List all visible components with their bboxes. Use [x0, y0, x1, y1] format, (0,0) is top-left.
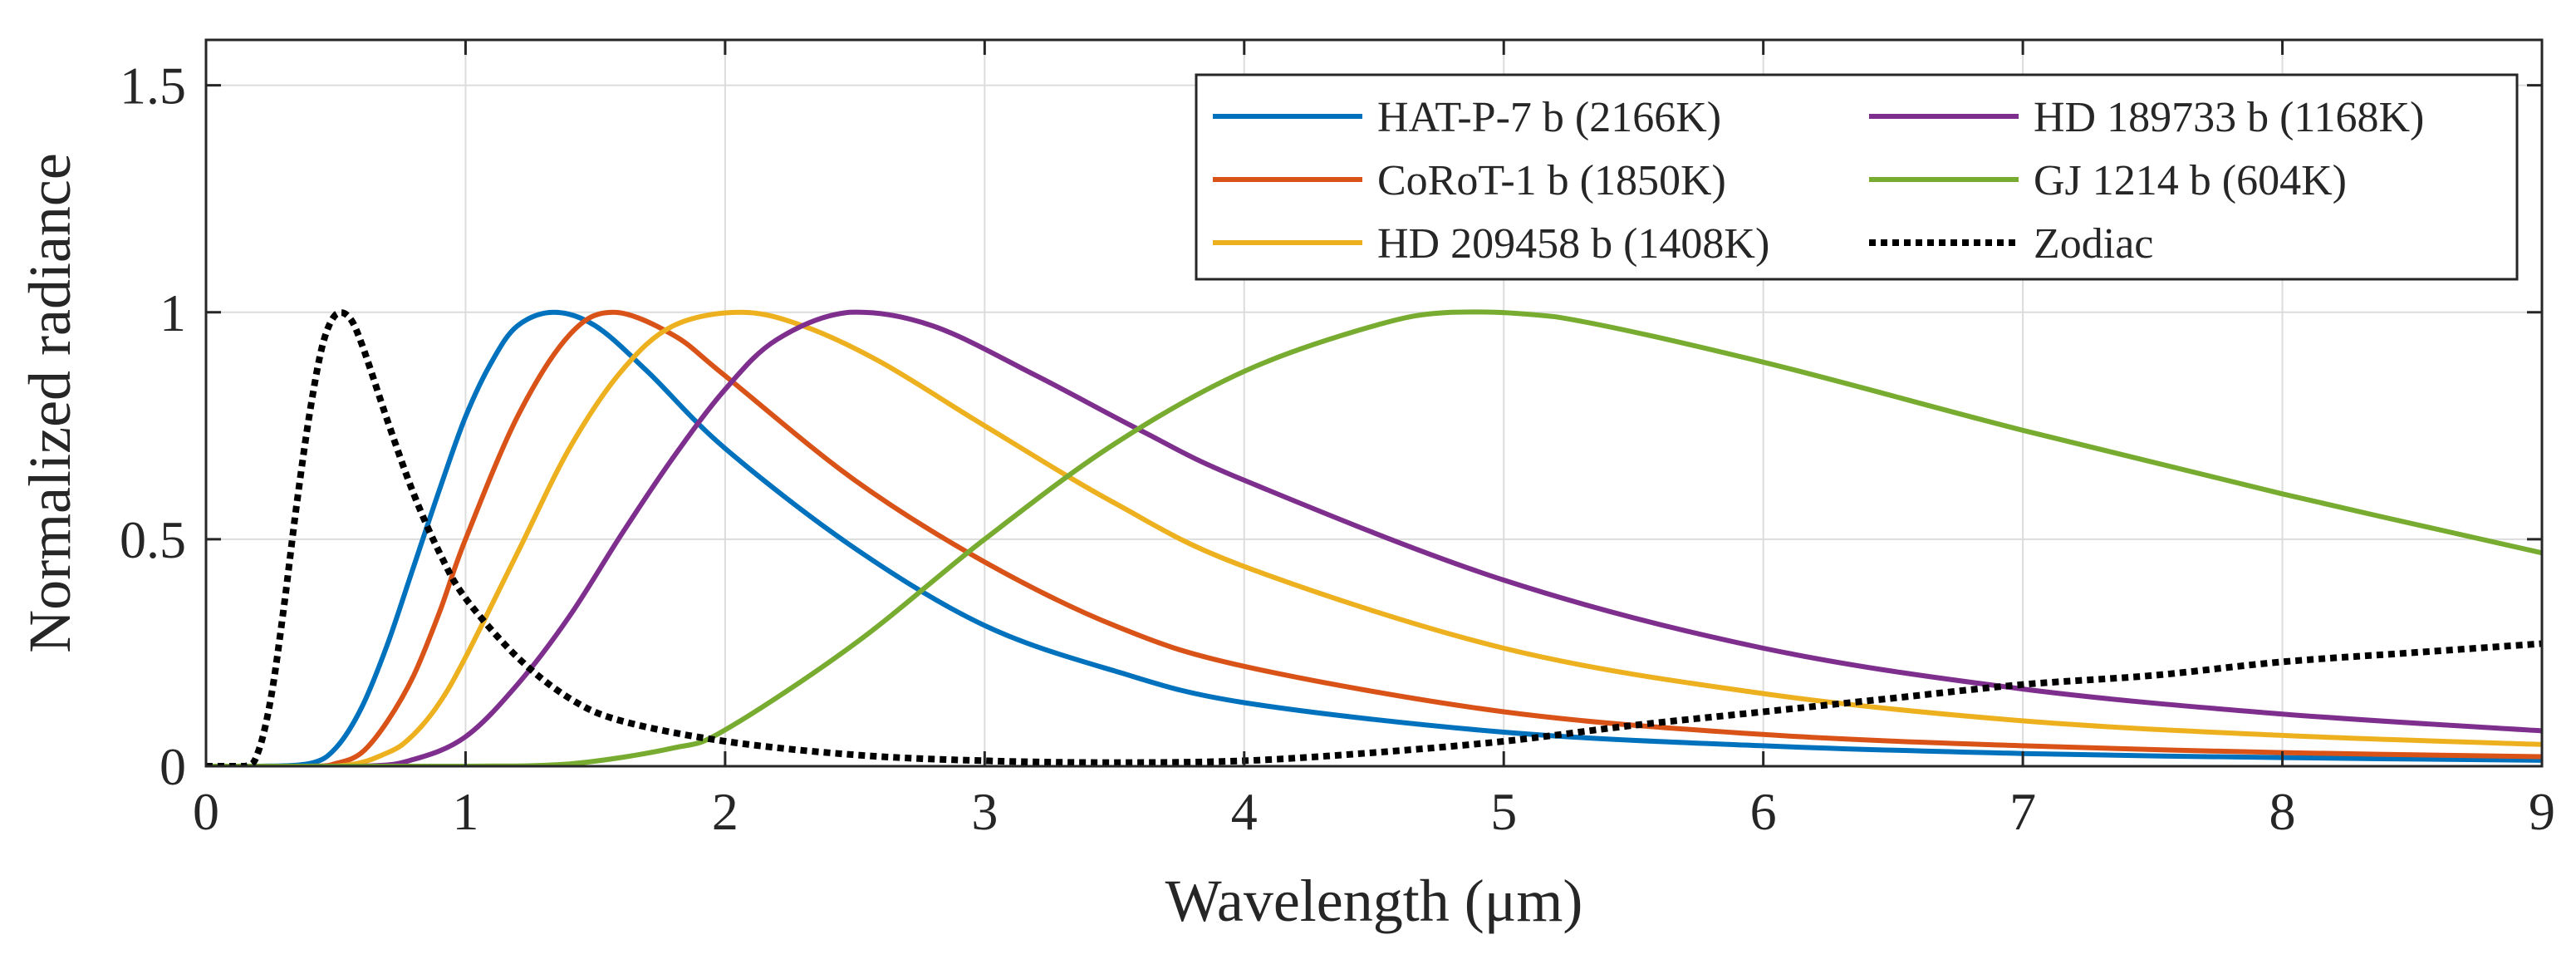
- legend-label: HAT-P-7 b (2166K): [1377, 94, 1721, 141]
- x-tick-label: 8: [2269, 782, 2296, 841]
- x-tick-label: 9: [2529, 782, 2555, 841]
- plot-area-frame: [204, 38, 2544, 768]
- series-line-6: [206, 309, 2542, 766]
- x-tick-label: 3: [971, 782, 998, 841]
- y-tick-label: 0.5: [120, 510, 186, 569]
- series-line-1: [206, 309, 2542, 766]
- legend: HAT-P-7 b (2166K) CoRoT-1 b (1850K) HD 209…: [1195, 73, 2519, 281]
- x-tick-label: 7: [2009, 782, 2036, 841]
- x-tick-label: 2: [712, 782, 738, 841]
- x-tick-label: 5: [1490, 782, 1517, 841]
- y-tick-label: 1: [159, 283, 186, 342]
- legend-label: HD 209458 b (1408K): [1377, 220, 1769, 268]
- series-line-4: [206, 309, 2542, 766]
- legend-label: Zodiac: [2034, 220, 2153, 268]
- tick-marks: [204, 40, 2544, 768]
- x-tick-label: 4: [1231, 782, 1258, 841]
- legend-box: [1195, 73, 2519, 281]
- legend-label: GJ 1214 b (604K): [2034, 157, 2347, 204]
- x-tick-label: 1: [452, 782, 478, 841]
- y-tick-labels: 0 0.5 1 1.5: [120, 57, 186, 796]
- x-axis-label: Wavelength (μm): [1165, 868, 1583, 934]
- x-tick-label: 0: [193, 782, 219, 841]
- y-axis-label: Normalized radiance: [17, 153, 83, 653]
- series-line-3: [206, 309, 2542, 766]
- y-tick-label: 0: [159, 737, 186, 796]
- x-tick-label: 6: [1750, 782, 1777, 841]
- series-line-5: [206, 309, 2542, 766]
- y-tick-label: 1.5: [120, 57, 186, 116]
- series-line-2: [206, 309, 2542, 766]
- legend-label: CoRoT-1 b (1850K): [1377, 157, 1726, 204]
- x-tick-labels: 0 1 2 3 4 5 6 7 8 9: [193, 782, 2555, 841]
- series-group: [206, 309, 2542, 766]
- legend-label: HD 189733 b (1168K): [2034, 94, 2424, 141]
